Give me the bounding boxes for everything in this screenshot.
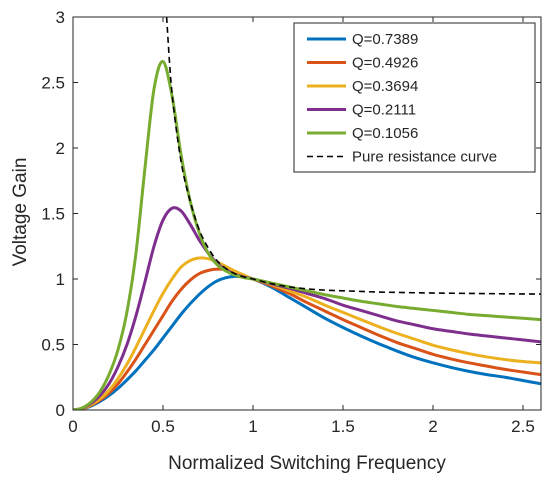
y-tick-label: 3 <box>56 8 65 27</box>
legend-label: Q=0.7389 <box>352 31 418 48</box>
legend-label: Q=0.4926 <box>352 55 418 72</box>
x-tick-label: 1.5 <box>331 417 355 436</box>
legend-label: Q=0.1056 <box>352 125 418 142</box>
x-tick-label: 0.5 <box>151 417 175 436</box>
legend-label: Q=0.2111 <box>352 102 416 119</box>
x-tick-label: 1 <box>248 417 257 436</box>
x-axis-title: Normalized Switching Frequency <box>168 453 446 474</box>
axes-layer: 0 0.5 1 1.5 2 2.5 0 0.5 1 1.5 2 2.5 3 <box>41 8 542 436</box>
series-line-3 <box>73 256 541 410</box>
x-tick-label: 0 <box>68 417 77 436</box>
y-tick-label: 0 <box>56 401 65 420</box>
x-tick-label: 2 <box>428 417 437 436</box>
legend: Q=0.7389 Q=0.4926 Q=0.3694 Q=0.2111 Q=0.1056… <box>293 22 536 173</box>
legend-box <box>293 22 536 173</box>
y-tick-label: 2 <box>56 139 65 158</box>
x-tick-label: 2.5 <box>511 417 535 436</box>
legend-label: Pure resistance curve <box>352 149 497 166</box>
series-line-5 <box>73 60 541 410</box>
y-tick-label: 1 <box>56 270 65 289</box>
y-tick-label: 1.5 <box>41 205 65 224</box>
y-tick-label: 2.5 <box>41 74 65 93</box>
y-axis-title: Voltage Gain <box>10 158 31 267</box>
y-tick-label: 0.5 <box>41 336 65 355</box>
legend-label: Q=0.3694 <box>352 78 418 95</box>
series-layer <box>73 16 541 410</box>
